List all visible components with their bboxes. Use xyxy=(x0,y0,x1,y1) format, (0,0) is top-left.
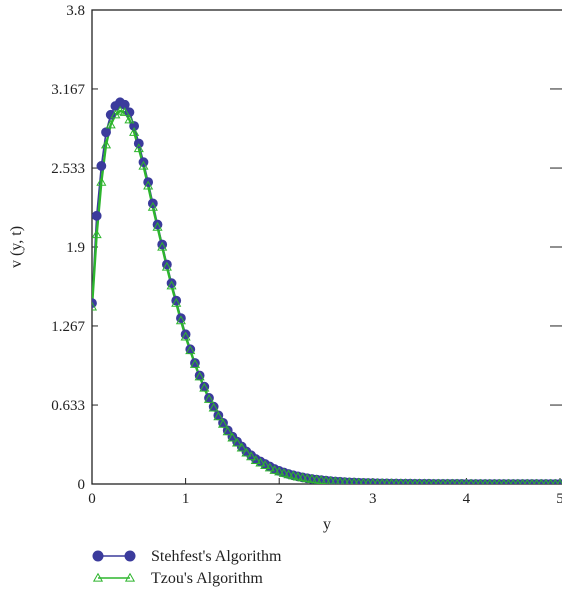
series-2-point xyxy=(147,201,158,211)
series-2-point xyxy=(278,468,289,477)
y-tick-label: 2.533 xyxy=(51,161,85,177)
series-2-point xyxy=(105,119,116,129)
series-2-point xyxy=(331,476,340,484)
series-2-point xyxy=(194,371,205,381)
series-2-point xyxy=(133,143,144,153)
series-2-point xyxy=(161,261,172,271)
series-2-point xyxy=(189,359,201,368)
series-2-point xyxy=(143,180,154,190)
series-2-point xyxy=(274,466,285,476)
series-2-point xyxy=(92,301,98,311)
y-tick-label: 0.633 xyxy=(51,398,85,414)
series-2-point xyxy=(157,241,168,251)
series-2-point xyxy=(124,114,135,124)
x-tick-label: 0 xyxy=(88,491,96,507)
x-tick-label: 1 xyxy=(182,491,190,507)
x-axis-title: y xyxy=(323,516,331,533)
series-2-point xyxy=(180,331,191,341)
legend: Stehfest's Algorithm Tzou's Algorithm xyxy=(92,548,282,587)
series-2-point xyxy=(292,471,303,481)
series-1-point xyxy=(101,127,111,138)
series-2-point xyxy=(115,105,126,115)
y-axis-title: v (y, t) xyxy=(8,226,25,268)
x-tick-label: 4 xyxy=(463,491,471,507)
legend-label: Tzou's Algorithm xyxy=(151,570,263,587)
series-2-point xyxy=(227,432,238,442)
x-tick-label: 3 xyxy=(369,491,377,507)
series-2-point xyxy=(316,475,327,484)
series-2-point xyxy=(217,418,229,428)
plot-area xyxy=(92,97,562,484)
series-2-point xyxy=(326,476,336,484)
series-2-point xyxy=(100,139,112,149)
series-2-point xyxy=(166,280,177,290)
series-1-point xyxy=(105,109,116,120)
series-2-point xyxy=(269,465,280,474)
series-2-point xyxy=(321,475,331,484)
series-2-point xyxy=(283,469,294,479)
series-2-point xyxy=(232,437,243,447)
series-2-point xyxy=(213,411,224,421)
y-tick-label: 3.167 xyxy=(51,82,85,98)
y-tick-label: 3.8 xyxy=(66,3,85,19)
series-2-point xyxy=(208,402,219,412)
x-tick-label: 5 xyxy=(556,491,562,507)
series-2-point xyxy=(236,442,247,452)
series-2-point xyxy=(264,462,275,472)
series-2-point xyxy=(340,477,349,484)
series-2-point xyxy=(138,160,149,170)
y-tick-label: 1.267 xyxy=(51,319,85,335)
series-2-point xyxy=(171,297,182,307)
legend-label: Stehfest's Algorithm xyxy=(151,548,282,565)
legend-marker xyxy=(124,550,136,562)
series-1-point xyxy=(129,121,140,131)
series-2-point xyxy=(302,473,313,483)
series-line-1 xyxy=(92,101,560,484)
legend-marker xyxy=(92,572,104,582)
series-2-point xyxy=(241,447,252,457)
series-2-point xyxy=(311,474,322,484)
series-1-point xyxy=(124,107,135,118)
legend-marker xyxy=(92,550,104,562)
series-2-point xyxy=(96,176,107,186)
series-2-point xyxy=(557,478,562,484)
tick-labels: 0 1 2 3 4 5 0 0.633 1.267 1.9 2.533 3.167 3.8 xyxy=(51,3,562,507)
series-1-point xyxy=(96,161,107,171)
x-tick-label: 2 xyxy=(275,491,283,507)
series-2-point xyxy=(185,345,196,355)
series-line-2 xyxy=(92,109,560,484)
series-2-point xyxy=(203,393,215,403)
series-2-point xyxy=(199,382,210,392)
y-tick-label: 1.9 xyxy=(66,240,85,256)
series-2-point xyxy=(129,127,140,136)
legend-marker xyxy=(124,572,136,582)
series-2-point xyxy=(175,315,186,325)
series-2-point xyxy=(119,107,130,116)
series-2-point xyxy=(288,470,299,480)
series-2-point xyxy=(335,476,345,484)
series-1-point xyxy=(119,99,130,110)
series-1-point xyxy=(92,210,102,221)
y-tick-label: 0 xyxy=(78,477,86,493)
series-2-point xyxy=(297,472,308,482)
series-2-point xyxy=(92,229,102,239)
series-2-point xyxy=(250,455,261,464)
series-2-point xyxy=(255,457,266,467)
series-2-point xyxy=(260,460,271,469)
series-2-point xyxy=(350,477,358,484)
series-2-point xyxy=(306,474,318,483)
series-2-point xyxy=(222,426,233,436)
series-2-point xyxy=(246,451,257,461)
series-2-point xyxy=(152,221,163,231)
